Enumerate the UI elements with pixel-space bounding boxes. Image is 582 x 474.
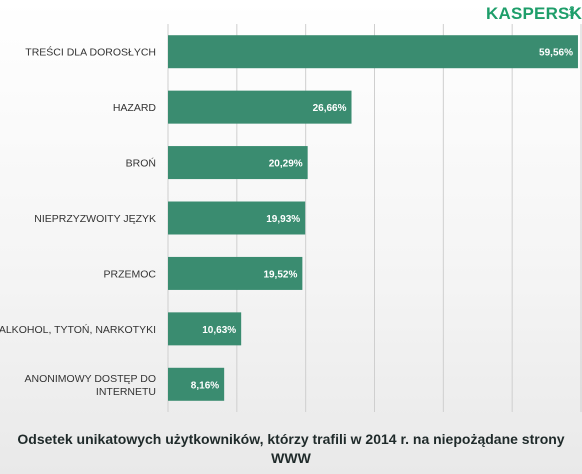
value-label: 10,63% bbox=[202, 325, 236, 336]
kaspersky-logo: KASPERSKY bbox=[486, 4, 582, 23]
bar bbox=[168, 35, 578, 69]
category-label: ANONIMOWY DOSTĘP DO bbox=[25, 373, 156, 385]
category-label: HAZARD bbox=[113, 102, 157, 114]
chart-gridlines bbox=[167, 24, 582, 412]
category-label: NIEPRZYZWOITY JĘZYK bbox=[34, 213, 156, 225]
kaspersky-logo-lab: lab bbox=[569, 6, 576, 17]
category-label: INTERNETU bbox=[96, 386, 156, 398]
value-label: 19,52% bbox=[263, 269, 297, 280]
value-label: 20,29% bbox=[269, 159, 303, 170]
chart-caption: Odsetek unikatowych użytkowników, którzy… bbox=[17, 431, 565, 466]
bar bbox=[168, 256, 303, 290]
bar bbox=[168, 367, 225, 401]
bar bbox=[168, 146, 308, 180]
value-label: 19,93% bbox=[266, 214, 300, 225]
category-label: TREŚCI DLA DOROSŁYCH bbox=[25, 46, 156, 59]
bar bbox=[168, 90, 352, 124]
bar bbox=[168, 312, 242, 346]
category-label: PRZEMOC bbox=[104, 268, 157, 280]
value-label: 59,56% bbox=[539, 48, 573, 59]
bar bbox=[168, 201, 306, 235]
value-label: 8,16% bbox=[191, 380, 219, 391]
chart-bars bbox=[168, 35, 578, 401]
chart-category-labels: TREŚCI DLA DOROSŁYCH HAZARD BROŃ NIEPRZYZWO… bbox=[0, 46, 156, 398]
category-label: ALKOHOL, TYTOŃ, NARKOTYKI bbox=[0, 323, 156, 336]
category-label: BROŃ bbox=[126, 157, 156, 170]
chart-value-labels: 59,56% 26,66% 20,29% 19,93% 19,52% 10,63% 8,16… bbox=[191, 48, 573, 392]
value-label: 26,66% bbox=[313, 103, 347, 114]
